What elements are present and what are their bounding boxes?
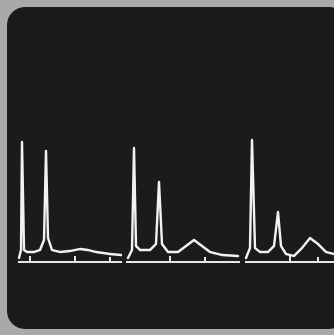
screen xyxy=(7,7,334,329)
baseline xyxy=(126,256,240,263)
trace-panel-1 xyxy=(17,140,123,263)
trace xyxy=(17,140,123,260)
trace-panel-2 xyxy=(126,146,240,263)
trace xyxy=(244,138,334,260)
trace xyxy=(126,146,240,260)
trace-panel-3 xyxy=(244,138,334,263)
baseline xyxy=(245,256,334,263)
baseline xyxy=(18,256,122,263)
